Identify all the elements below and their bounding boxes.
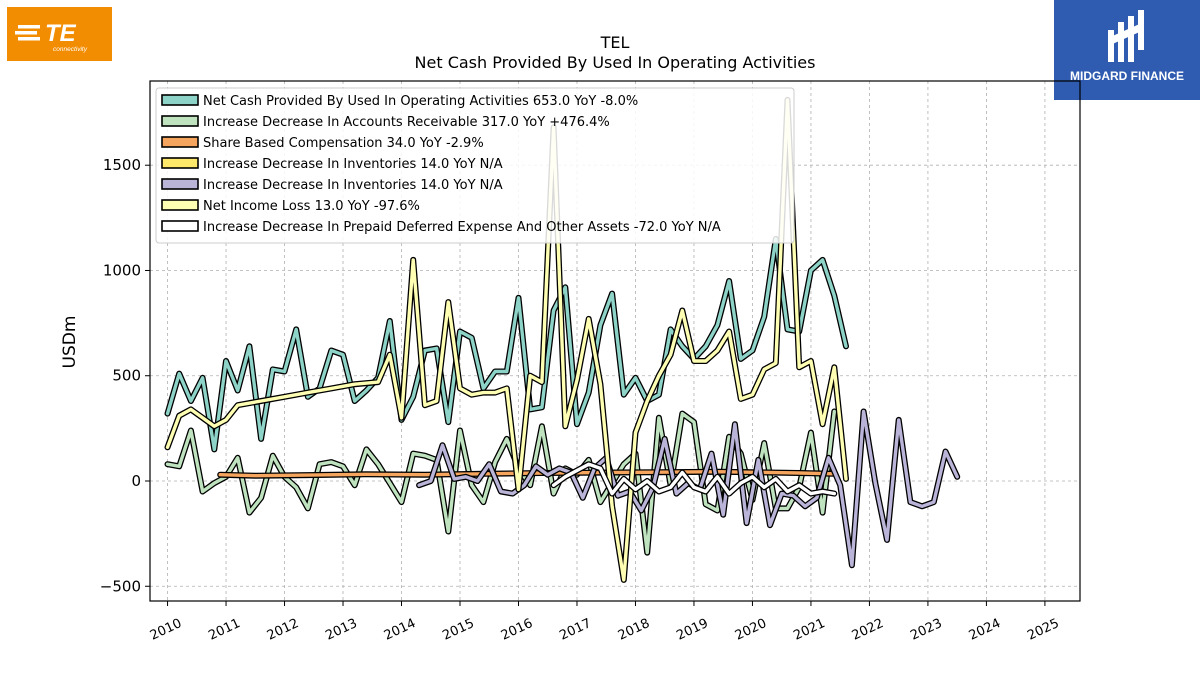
- y-tick-label: −500: [100, 577, 141, 595]
- legend-swatch: [161, 178, 199, 190]
- chart-subtitle: Net Cash Provided By Used In Operating A…: [415, 53, 816, 72]
- y-tick-label: 500: [112, 367, 141, 385]
- x-tick-label: 2019: [674, 616, 710, 644]
- legend-swatch: [161, 220, 199, 232]
- legend-swatch: [161, 115, 199, 127]
- legend-swatch: [161, 199, 199, 211]
- x-tick-label: 2010: [148, 616, 184, 644]
- series-line-5: [165, 98, 848, 582]
- x-tick-label: 2022: [850, 616, 886, 644]
- legend-swatch: [161, 94, 199, 106]
- y-axis-label: USDm: [60, 316, 80, 369]
- x-tick-label: 2015: [440, 616, 476, 644]
- y-tick-label: 1000: [103, 261, 141, 279]
- x-tick-label: 2025: [1025, 616, 1061, 644]
- plot-area-frame: [149, 80, 1081, 602]
- te-logo-bar-3: [18, 37, 40, 41]
- te-logo-bar-2: [15, 31, 37, 35]
- te-logo-bar-1: [18, 25, 40, 29]
- series-lines: [164, 96, 961, 583]
- midgard-logo-mark: [1108, 10, 1144, 62]
- chart-title: TEL: [600, 33, 630, 52]
- x-tick-label: 2011: [206, 616, 242, 644]
- legend: Net Cash Provided By Used In Operating A…: [155, 87, 795, 244]
- legend-label: Increase Decrease In Accounts Receivable…: [203, 115, 610, 130]
- te-logo-subtext: connectivity: [53, 46, 88, 53]
- y-tick-label: 0: [131, 472, 141, 490]
- x-tick-label: 2018: [616, 616, 652, 644]
- te-connectivity-logo: TE connectivity: [7, 7, 112, 61]
- legend-label: Net Cash Provided By Used In Operating A…: [203, 94, 638, 109]
- series-line-6: [551, 462, 836, 496]
- series-line-0: [165, 237, 848, 452]
- x-tick-label: 2012: [265, 616, 301, 644]
- x-tick-label: 2017: [557, 616, 593, 644]
- midgard-logo-text: MIDGARD FINANCE: [1070, 69, 1184, 83]
- legend-label: Increase Decrease In Inventories 14.0 Yo…: [203, 178, 503, 193]
- series-line-4: [417, 409, 959, 567]
- x-tick-label: 2024: [967, 616, 1003, 644]
- midgard-logo-background: [1054, 0, 1200, 100]
- legend-swatch: [161, 136, 199, 148]
- legend-label: Net Income Loss 13.0 YoY -97.6%: [203, 199, 420, 214]
- x-tick-label: 2016: [499, 616, 535, 644]
- legend-label: Increase Decrease In Inventories 14.0 Yo…: [203, 157, 503, 172]
- x-tick-label: 2013: [323, 616, 359, 644]
- te-logo-text: TE: [45, 20, 77, 47]
- x-tick-label: 2023: [908, 616, 944, 644]
- legend-label: Share Based Compensation 34.0 YoY -2.9%: [203, 136, 484, 151]
- legend-box: [155, 87, 795, 244]
- x-tick-label: 2021: [791, 616, 827, 644]
- legend-label: Increase Decrease In Prepaid Deferred Ex…: [203, 220, 721, 235]
- legend-swatch: [161, 157, 199, 169]
- midgard-finance-logo: MIDGARD FINANCE: [1054, 0, 1200, 100]
- x-tick-label: 2020: [733, 616, 769, 644]
- x-tick-label: 2014: [382, 616, 418, 644]
- y-tick-label: 1500: [103, 156, 141, 174]
